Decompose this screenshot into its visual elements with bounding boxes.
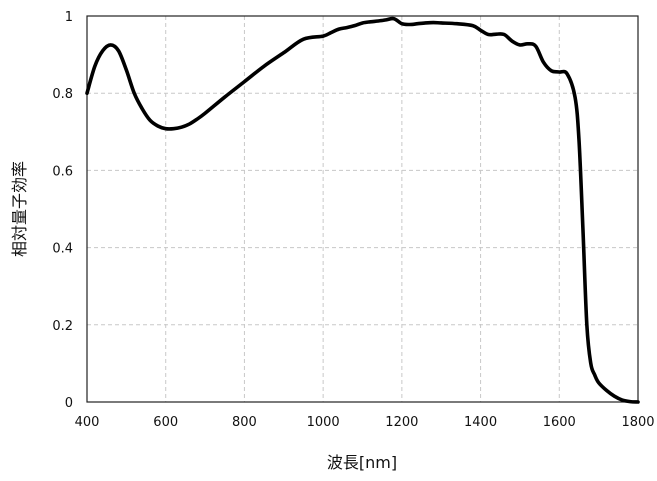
- x-tick-label: 1000: [307, 415, 340, 430]
- y-tick-label: 1: [65, 10, 73, 25]
- y-tick-label: 0.2: [52, 319, 73, 334]
- x-axis-title: 波長[nm]: [327, 453, 397, 472]
- y-tick-label: 0.8: [52, 87, 73, 102]
- y-axis-ticks: 0 0.2 0.4 0.6 0.8 1: [52, 10, 73, 411]
- y-axis-title: 相対量子効率: [10, 161, 29, 257]
- x-axis-ticks: 400 600 800 1000 1200 1400 1600 1800: [75, 415, 655, 430]
- plot-frame: [86, 15, 639, 403]
- y-tick-label: 0: [65, 396, 73, 411]
- x-tick-label: 1600: [543, 415, 576, 430]
- x-tick-label: 600: [153, 415, 178, 430]
- y-tick-label: 0.6: [52, 164, 73, 179]
- y-tick-label: 0.4: [52, 242, 73, 257]
- x-tick-label: 400: [75, 415, 100, 430]
- x-tick-label: 1200: [385, 415, 418, 430]
- x-tick-label: 1400: [464, 415, 497, 430]
- x-tick-label: 800: [232, 415, 257, 430]
- series-line-quantum-efficiency: [85, 16, 640, 404]
- grid-lines: [87, 15, 638, 402]
- x-tick-label: 1800: [621, 415, 654, 430]
